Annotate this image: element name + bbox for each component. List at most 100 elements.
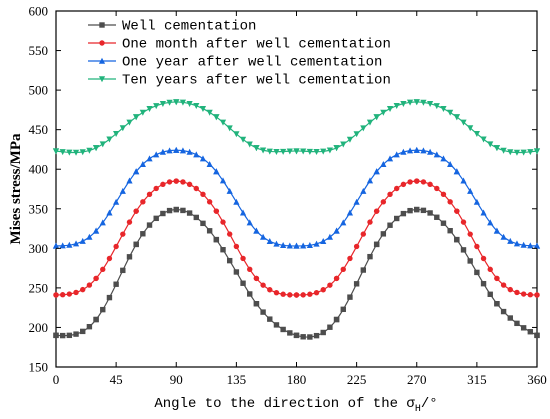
data-point: [133, 208, 139, 214]
series-marker: [159, 148, 166, 155]
series-marker: [72, 240, 80, 247]
series-marker: [406, 99, 414, 106]
series-marker: [500, 147, 507, 154]
series-marker: [427, 148, 434, 155]
series-marker: [159, 100, 166, 107]
series-marker: [513, 149, 521, 156]
series-marker: [186, 181, 193, 188]
series-marker: [240, 255, 246, 262]
series-marker: [313, 240, 320, 247]
series-marker: [106, 209, 113, 216]
series-marker: [66, 332, 73, 339]
series-marker: [514, 320, 520, 327]
data-point: [373, 114, 380, 121]
series-marker: [500, 308, 507, 315]
data-point: [333, 316, 340, 323]
legend: Well cementation One month after well cem…: [88, 19, 391, 89]
series-marker: [273, 322, 280, 328]
series-marker: [287, 292, 293, 298]
series-marker: [193, 214, 199, 221]
y-tick-label: 500: [29, 83, 49, 98]
legend-item: One year after well cementation: [88, 55, 382, 71]
series-marker: [206, 160, 213, 167]
series-marker: [199, 155, 207, 162]
series-marker: [487, 141, 494, 148]
series-marker: [226, 231, 233, 237]
series-marker: [259, 147, 267, 154]
series-marker: [100, 306, 106, 313]
series-marker: [200, 191, 206, 198]
series-marker: [219, 119, 227, 126]
series-marker: [66, 291, 73, 297]
data-point: [213, 114, 220, 121]
data-point: [293, 242, 300, 249]
series-marker: [286, 242, 293, 249]
series-marker: [146, 106, 153, 113]
series-marker: [327, 324, 333, 330]
series-marker: [420, 179, 427, 185]
y-tick-label: 150: [29, 360, 49, 375]
series-marker: [100, 266, 106, 273]
data-point: [413, 99, 420, 106]
series-marker: [120, 231, 126, 237]
data-point: [253, 275, 260, 282]
series-marker: [487, 219, 494, 226]
series-marker: [59, 292, 66, 298]
series-marker: [447, 227, 453, 234]
series-marker: [166, 207, 173, 214]
data-point: [133, 114, 140, 121]
series-marker: [306, 148, 313, 155]
legend-item: Ten years after well cementation: [88, 73, 391, 89]
series-line: [55, 149, 538, 247]
series-marker: [400, 148, 407, 155]
series-1: [53, 206, 540, 340]
series-marker: [400, 181, 407, 188]
series-marker: [440, 106, 447, 113]
series-marker: [326, 233, 334, 240]
series-marker: [160, 210, 166, 217]
y-tick-label: 250: [29, 280, 49, 295]
series-marker: [306, 241, 313, 248]
series-marker: [407, 207, 413, 214]
series-marker: [527, 292, 534, 298]
series-marker: [340, 141, 347, 148]
series-marker: [106, 294, 113, 301]
series-marker: [467, 231, 473, 237]
y-tick-label: 350: [29, 201, 49, 216]
series-marker: [427, 181, 433, 188]
series-line: [55, 101, 538, 154]
series-marker: [513, 240, 521, 247]
series-marker: [99, 141, 106, 148]
data-point: [253, 227, 260, 234]
data-point: [414, 206, 420, 213]
series-marker: [480, 209, 487, 216]
series-marker: [247, 266, 253, 273]
series-marker: [180, 179, 186, 185]
series-line: [55, 180, 538, 296]
series-marker: [520, 149, 527, 156]
series-marker: [467, 125, 474, 132]
series-marker: [527, 149, 534, 156]
data-point: [534, 332, 540, 339]
series-marker: [480, 255, 487, 262]
series-marker: [59, 242, 66, 249]
series-marker: [527, 329, 534, 335]
series-marker: [360, 267, 367, 273]
series-marker: [307, 291, 313, 297]
series-marker: [366, 119, 374, 126]
series-marker: [246, 219, 253, 226]
series-marker: [440, 191, 447, 197]
series-marker: [460, 219, 467, 225]
series-marker: [320, 287, 326, 293]
series-marker: [300, 242, 307, 249]
data-point: [92, 227, 100, 234]
series-marker: [480, 280, 487, 287]
series-marker: [427, 100, 434, 107]
series-marker: [326, 147, 334, 154]
series-marker: [420, 99, 427, 106]
x-tick-label: 315: [467, 372, 487, 387]
series-marker: [360, 187, 367, 194]
data-point: [333, 227, 340, 234]
series-marker: [166, 99, 173, 106]
series-marker: [73, 289, 79, 296]
